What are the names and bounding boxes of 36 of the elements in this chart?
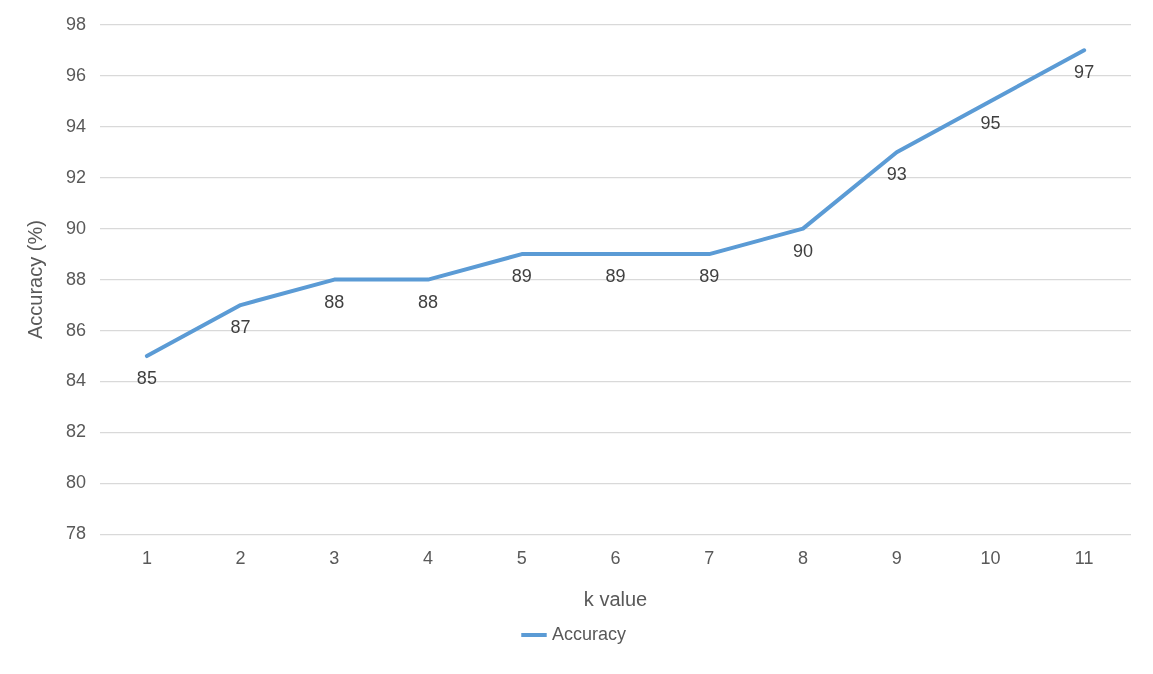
x-tick-label: 3 <box>329 548 340 569</box>
data-label: 90 <box>792 240 813 261</box>
data-label: 89 <box>699 266 720 287</box>
x-tick-label: 8 <box>797 548 808 569</box>
x-tick-label: 5 <box>516 548 527 569</box>
y-tick-label: 84 <box>65 370 87 391</box>
y-tick-label: 86 <box>65 319 87 340</box>
data-label: 89 <box>605 266 626 287</box>
y-tick-label: 96 <box>65 64 87 85</box>
x-tick-label: 7 <box>704 548 715 569</box>
y-tick-label: 90 <box>65 217 87 238</box>
x-tick-label: 2 <box>235 548 246 569</box>
y-tick-label: 98 <box>65 13 87 34</box>
x-tick-label: 1 <box>141 548 152 569</box>
x-tick-label: 9 <box>891 548 902 569</box>
x-tick-label: 10 <box>980 548 1001 569</box>
y-tick-label: 82 <box>65 421 87 442</box>
data-label: 87 <box>230 317 251 338</box>
data-label: 85 <box>136 368 157 389</box>
data-label: 89 <box>511 266 532 287</box>
x-tick-label: 11 <box>1074 548 1094 569</box>
y-tick-label: 94 <box>65 115 87 136</box>
x-tick-label: 4 <box>423 548 434 569</box>
y-tick-label: 88 <box>65 268 87 289</box>
data-label: 97 <box>1074 62 1095 83</box>
y-tick-label: 80 <box>65 472 87 493</box>
data-label: 95 <box>980 113 1001 134</box>
data-label: 93 <box>886 164 907 185</box>
y-tick-label: 92 <box>65 166 87 187</box>
y-axis-title: Accuracy (%) <box>23 220 46 340</box>
data-label: 88 <box>418 291 439 312</box>
x-tick-label: 6 <box>610 548 621 569</box>
data-label: 88 <box>324 291 345 312</box>
x-axis-title: k value <box>583 587 648 610</box>
legend-label: Accuracy <box>551 623 627 644</box>
y-tick-label: 78 <box>65 523 87 544</box>
